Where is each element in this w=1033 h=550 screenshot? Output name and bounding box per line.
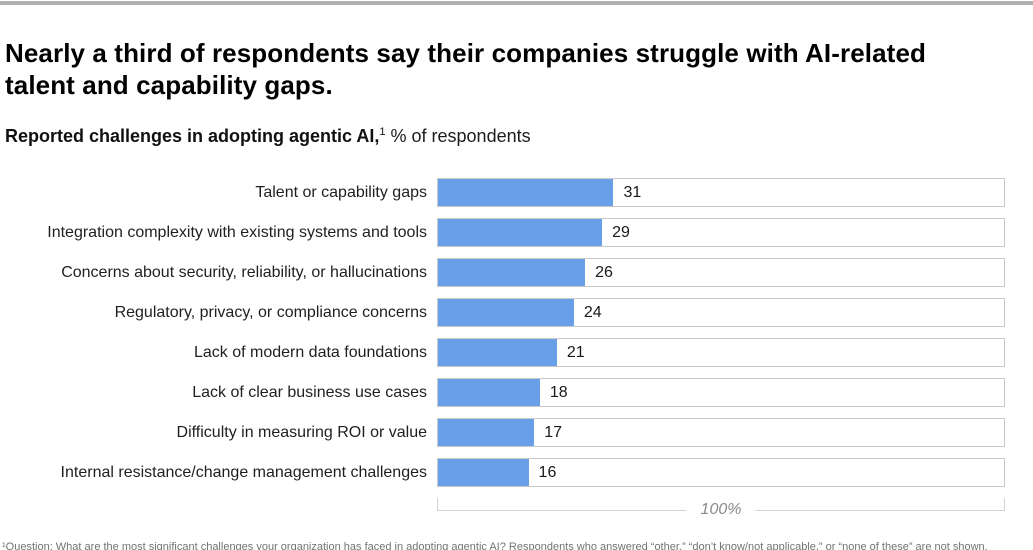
bar-row: Regulatory, privacy, or compliance conce… (0, 298, 1005, 327)
axis-max-label: 100% (686, 501, 756, 519)
bar-label: Concerns about security, reliability, or… (61, 264, 427, 281)
axis-bracket: 100% (437, 498, 1005, 519)
bar-row: Talent or capability gaps 31 (0, 178, 1005, 207)
bar-value: 29 (612, 224, 630, 241)
bar-value: 17 (544, 424, 563, 441)
bar-track: 18 (437, 378, 1005, 407)
bar-track: 24 (437, 298, 1005, 327)
bar-fill (438, 419, 535, 446)
bar-row: Lack of clear business use cases 18 (0, 378, 1005, 407)
bar-fill (438, 299, 574, 326)
bar-value: 31 (623, 184, 642, 201)
bar-track: 31 (437, 178, 1005, 207)
bar-label: Lack of modern data foundations (193, 344, 427, 361)
bar-row: Difficulty in measuring ROI or value 17 (0, 418, 1005, 447)
bar-track: 17 (437, 418, 1005, 447)
chart-subtitle-units: % of respondents (390, 126, 531, 146)
bar-label: Regulatory, privacy, or compliance conce… (114, 304, 427, 321)
bar-row: Integration complexity with existing sys… (0, 218, 1005, 247)
bar-track: 26 (437, 258, 1005, 287)
footnote: ¹Question: What are the most significant… (2, 541, 988, 550)
bar-value: 24 (583, 304, 602, 321)
bar-fill (438, 259, 586, 286)
bar-label: Difficulty in measuring ROI or value (176, 424, 427, 441)
bar-row: Internal resistance/change management ch… (0, 458, 1005, 487)
bar-label: Talent or capability gaps (255, 184, 427, 201)
footnote-marker: 1 (379, 126, 386, 138)
bar-value: 21 (566, 344, 585, 361)
bar-chart: Talent or capability gaps 31 Integration… (0, 178, 1005, 519)
bar-track: 29 (437, 218, 1005, 247)
bar-track: 21 (437, 338, 1005, 367)
bar-fill (438, 179, 614, 206)
chart-subtitle-bold: Reported challenges in adopting agentic … (5, 126, 380, 146)
bar-fill (438, 339, 557, 366)
page-title: Nearly a third of respondents say their … (5, 38, 926, 101)
top-rule (0, 1, 1033, 5)
bar-track: 16 (437, 458, 1005, 487)
bar-label: Integration complexity with existing sys… (47, 224, 427, 241)
bar-value: 26 (595, 264, 613, 281)
bar-label: Lack of clear business use cases (192, 384, 427, 401)
bar-row: Lack of modern data foundations 21 (0, 338, 1005, 367)
bar-value: 16 (538, 464, 557, 481)
bar-row: Concerns about security, reliability, or… (0, 258, 1005, 287)
bar-fill (438, 459, 529, 486)
bar-value: 18 (549, 384, 568, 401)
bar-fill (438, 219, 603, 246)
bar-label: Internal resistance/change management ch… (60, 464, 427, 481)
chart-subtitle: Reported challenges in adopting agentic … (5, 126, 531, 147)
bar-fill (438, 379, 540, 406)
bar-rows: Talent or capability gaps 31 Integration… (0, 178, 1005, 487)
